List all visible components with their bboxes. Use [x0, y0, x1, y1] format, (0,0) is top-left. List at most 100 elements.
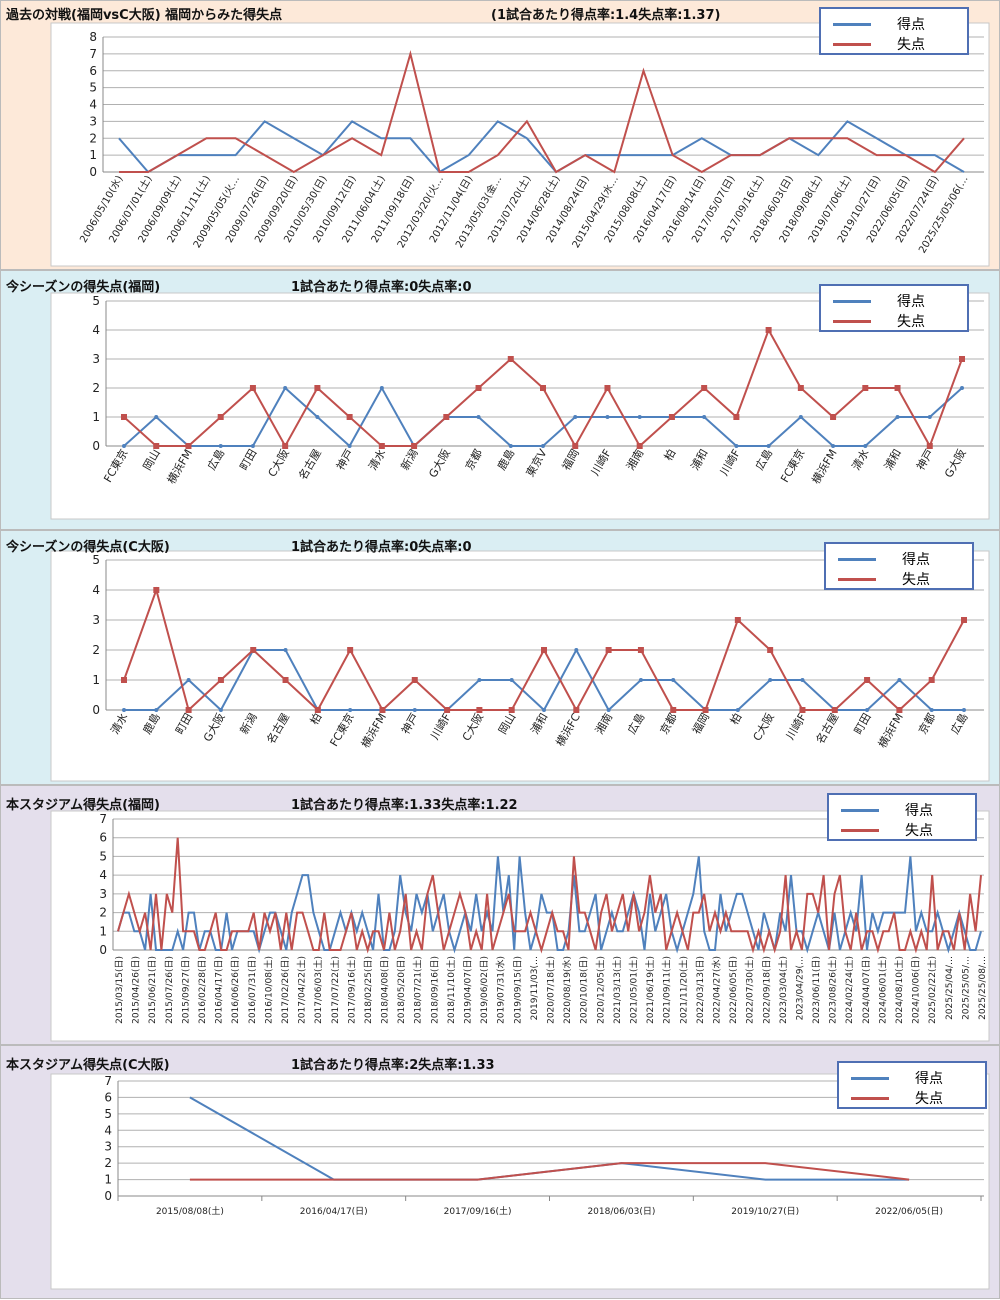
x-tick-label: 2019/11/03(…: [530, 956, 540, 1020]
conceded-line: [189, 1162, 910, 1181]
conceded-marker: [767, 647, 774, 653]
scored-marker: [734, 444, 739, 448]
chart-rate: 1試合あたり得点率:1.33失点率:1.22: [291, 798, 518, 813]
x-tick-label: 2018/09/16(日): [429, 956, 440, 1024]
conceded-marker: [444, 707, 451, 713]
x-tick-label: 2020/07/18(土): [545, 956, 557, 1024]
scored-marker: [800, 678, 805, 682]
conceded-line: [117, 837, 982, 954]
conceded-marker: [636, 443, 643, 449]
conceded-marker: [282, 677, 289, 683]
section-season-fukuoka: 0 1 2 3 4 5 FC東京 岡山 横浜FM 広島 町田 C大阪 名古屋 神戸 清水 新潟 G大阪 京都 鹿島東…: [0, 270, 1000, 530]
x-tick-label: 2019/04/07(日): [463, 956, 474, 1024]
chart-rate: (1試合あたり得点率:1.4失点率:1.37): [491, 8, 721, 23]
scored-marker: [509, 678, 514, 682]
scored-marker: [702, 415, 707, 419]
x-tick-label: 2016/02/28(日): [197, 956, 208, 1024]
conceded-marker: [378, 443, 385, 449]
chart-legend: 得点 失点: [819, 7, 969, 55]
scored-marker: [154, 708, 159, 712]
y-tick-label: 1: [89, 148, 97, 162]
y-tick-label: 3: [92, 613, 100, 627]
legend-item-scored: 得点: [841, 800, 933, 820]
legend-swatch: [833, 22, 871, 26]
x-tick-label: 2024/04/07(日): [861, 956, 872, 1024]
conceded-marker: [121, 414, 127, 420]
legend-item-scored: 得点: [833, 291, 925, 311]
legend-swatch: [841, 808, 879, 812]
scored-marker: [122, 444, 126, 448]
y-tick-label: 3: [104, 1140, 112, 1154]
x-tick-label: 2015/06/21(日): [147, 956, 158, 1024]
x-tick-label: 2023/04/29(…: [795, 956, 805, 1020]
plot-area: [50, 1073, 990, 1290]
conceded-marker: [701, 385, 708, 391]
x-tick-label: 2025/25/05/…: [961, 956, 971, 1020]
legend-label: 失点: [902, 572, 930, 588]
x-tick-label: 2016/04/17(日): [214, 956, 225, 1024]
section-stadium-cosaka: 0 1 2 3 4 5 6 7 2015/08/08(土) 2016/04/17(日) 2017/0…: [0, 1045, 1000, 1299]
x-tick-label: 2018/02/25(日): [363, 956, 374, 1024]
scored-marker: [863, 444, 868, 448]
conceded-marker: [573, 707, 580, 713]
x-tick-label: 2016/07/31(日): [247, 956, 258, 1024]
x-tick-label: 2020/08/19(水): [561, 956, 573, 1024]
scored-marker: [671, 678, 676, 682]
x-tick-label: 2017/09/16(土): [444, 1205, 512, 1217]
x-tick-label: 2015/07/26(日): [164, 956, 175, 1024]
x-tick-label: 2020/12/05(土): [594, 956, 606, 1024]
x-tick-label: 2020/10/18(日): [579, 956, 590, 1024]
legend-swatch: [833, 299, 871, 303]
x-tick-label: 2017/06/03(土): [312, 956, 324, 1024]
legend-swatch: [841, 828, 879, 832]
x-tick-label: 2017/02/26(日): [280, 956, 291, 1024]
scored-marker: [218, 708, 223, 712]
y-tick-label: 7: [99, 812, 107, 826]
scored-marker: [735, 708, 740, 712]
y-tick-label: 4: [92, 323, 100, 337]
x-tick-label: 2024/02/24(土): [843, 956, 855, 1024]
scored-marker: [186, 678, 191, 682]
legend-swatch: [838, 577, 876, 581]
legend-item-scored: 得点: [838, 549, 930, 569]
x-tick-label: 2021/03/13(土): [611, 956, 623, 1024]
legend-item-conceded: 失点: [851, 1088, 943, 1108]
x-tick-label: 2022/06/05(日): [728, 956, 739, 1024]
scored-marker: [541, 444, 545, 448]
y-tick-label: 8: [89, 30, 97, 44]
conceded-marker: [864, 677, 871, 683]
conceded-line: [119, 50, 965, 174]
conceded-marker: [926, 443, 933, 449]
y-tick-label: 2: [104, 1156, 112, 1170]
x-tick-label: 2018/05/20(日): [396, 956, 407, 1024]
conceded-marker: [249, 385, 256, 391]
x-tick-label: 2021/09/11(土): [661, 956, 673, 1024]
y-tick-label: 0: [99, 943, 107, 957]
legend-swatch: [851, 1076, 889, 1080]
chart-legend: 得点 失点: [837, 1061, 987, 1109]
x-tick-label: 2024/10/06(日): [911, 956, 922, 1024]
scored-line: [118, 120, 965, 174]
scored-marker: [573, 415, 578, 419]
y-tick-label: 0: [92, 703, 100, 717]
x-tick-label: 2023/03/04(土): [777, 956, 789, 1024]
scored-marker: [218, 444, 223, 448]
scored-marker: [798, 415, 803, 419]
x-tick-label: 2015/03/15(日): [114, 956, 125, 1024]
conceded-marker: [765, 327, 772, 333]
x-tick-label: 2018/06/03(日): [587, 1206, 655, 1217]
conceded-marker: [572, 443, 579, 449]
conceded-marker: [668, 414, 675, 420]
scored-marker: [605, 415, 610, 419]
y-tick-label: 5: [92, 294, 100, 308]
x-tick-label: 2019/07/31(水): [495, 956, 507, 1024]
scored-marker: [476, 415, 481, 419]
y-tick-label: 0: [104, 1189, 112, 1203]
scored-marker: [768, 678, 773, 682]
scored-marker: [606, 708, 611, 712]
conceded-marker: [250, 647, 257, 653]
conceded-marker: [797, 385, 804, 391]
conceded-marker: [475, 385, 482, 391]
y-tick-label: 4: [89, 98, 97, 112]
conceded-marker: [605, 647, 612, 653]
